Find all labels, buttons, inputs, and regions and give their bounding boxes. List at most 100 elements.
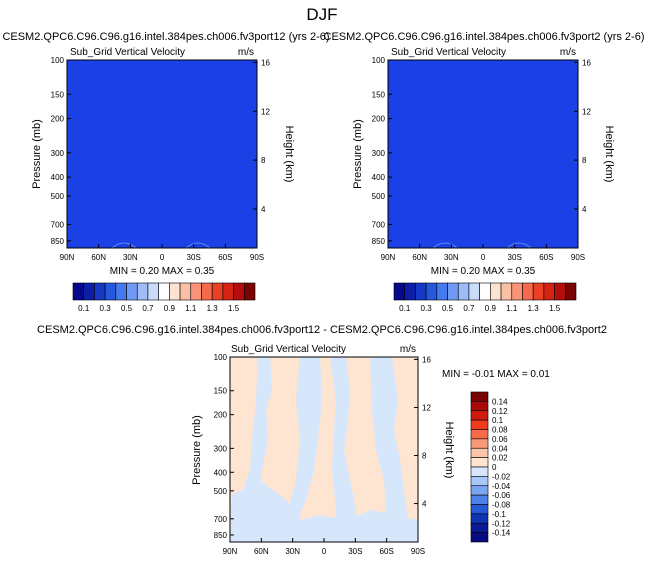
panel-3-y2label: Height (km) [443, 422, 455, 479]
panel-2-ytick-label: 850 [372, 237, 386, 246]
panel-2-colorbar-label: 0.9 [485, 304, 497, 313]
panel-3-colorbar-label: -0.04 [492, 482, 511, 491]
panel-1-ytick-label: 300 [51, 149, 65, 158]
panel-1-colorbar-swatch [179, 282, 192, 301]
panel-3-ytick-label: 700 [214, 515, 228, 524]
panel-1-colorbar-label: 0.7 [142, 304, 154, 313]
panel-1-y2tick-label: 4 [261, 205, 266, 214]
panel-1-colorbar-swatch [169, 282, 181, 301]
panel-3-colorbar-swatch [470, 457, 489, 468]
panel-1-y2tick-label: 16 [261, 58, 270, 67]
panel-1-xtick-label: 60S [218, 253, 232, 262]
panel-3-colorbar-swatch [470, 466, 489, 477]
panel-3-colorbar-swatch [470, 447, 489, 458]
panel-2-colorbar-swatch [404, 282, 416, 301]
panel-3-ytick-label: 400 [214, 468, 228, 477]
panel-3-ytick-label: 100 [214, 353, 228, 362]
panel-1-colorbar-label: 0.5 [121, 304, 133, 313]
panel-3-y2tick-label: 12 [422, 403, 431, 412]
panel-1-colorbar-label: 0.3 [100, 304, 112, 313]
panel-1-y2tick-label: 8 [261, 156, 266, 165]
panel-3-colorbar-swatch [470, 504, 489, 515]
panel-3-colorbar-swatch [470, 532, 489, 543]
panel-1-colorbar-swatch [201, 282, 213, 301]
panel-2-stats: MIN = 0.20 MAX = 0.35 [431, 266, 536, 277]
panel-1-colorbar-swatch [94, 282, 106, 301]
panel-2-colorbar-label: 1.5 [549, 304, 561, 313]
panel-1-contour [111, 242, 211, 249]
panel-2-xtick-label: 30S [508, 253, 522, 262]
panel-1-subtitle: Sub_Grid Vertical Velocity [70, 47, 185, 58]
panel-3-colorbar-label: -0.12 [492, 519, 511, 528]
panel-3-xtick-label: 60N [254, 547, 269, 556]
panel-1-colorbar-label: 0.1 [78, 304, 90, 313]
panel-3-colorbar-label: 0 [492, 463, 497, 472]
panel-1-ytick-label: 850 [51, 237, 65, 246]
panel-3-ytick-label: 850 [214, 531, 228, 540]
panel-2-xtick-label: 90S [571, 253, 585, 262]
panel-2-contour [432, 242, 532, 249]
panel-2-ytick-label: 700 [372, 220, 386, 229]
panel-2-colorbar-swatch [447, 282, 459, 301]
panel-3-colorbar-label: 0.08 [492, 426, 508, 435]
panel-2-colorbar-swatch [554, 282, 566, 301]
panel-1-stats: MIN = 0.20 MAX = 0.35 [110, 266, 215, 277]
panel-3-ylabel: Pressure (mb) [191, 415, 203, 485]
panel-1-colorbar-swatch [126, 282, 138, 301]
panel-2-colorbar-swatch [564, 282, 577, 301]
panel-2-colorbar-swatch [393, 282, 406, 301]
panel-2-colorbar-label: 0.7 [463, 304, 475, 313]
panel-2-xtick-label: 90N [381, 253, 396, 262]
panel-1-title: CESM2.QPC6.C96.C96.g16.intel.384pes.ch00… [2, 31, 329, 43]
panel-1-colorbar-swatch [72, 282, 85, 301]
panel-1-colorbar-label: 1.3 [207, 304, 219, 313]
panel-1-colorbar-swatch [83, 282, 95, 301]
panel-2-colorbar-swatch [415, 282, 427, 301]
panel-3-xtick-label: 30N [285, 547, 300, 556]
panel-1-ytick-label: 150 [51, 90, 65, 99]
panel-3-colorbar-label: -0.02 [492, 472, 511, 481]
panel-3-colorbar-label: -0.1 [492, 510, 506, 519]
panel-2-ytick-label: 500 [372, 192, 386, 201]
panel-1-field [67, 60, 257, 248]
panel-2: CESM2.QPC6.C96.C96.g16.intel.384pes.ch00… [324, 31, 645, 313]
panel-1-colorbar-swatch [243, 282, 256, 301]
panel-2-ylabel: Pressure (mb) [352, 119, 364, 189]
panel-2-colorbar-swatch [522, 282, 534, 301]
panel-2-colorbar-swatch [532, 282, 545, 301]
panel-3-colorbar-label: -0.14 [492, 529, 511, 538]
panel-2-subtitle: Sub_Grid Vertical Velocity [391, 47, 506, 58]
panel-3-colorbar-swatch [470, 513, 489, 524]
panel-2-field [388, 60, 578, 248]
panel-1: CESM2.QPC6.C96.C96.g16.intel.384pes.ch00… [2, 31, 329, 313]
panel-3-colorbar-label: 0.12 [492, 407, 508, 416]
panel-1-colorbar-swatch [115, 282, 127, 301]
panel-1-colorbar-swatch [211, 282, 224, 301]
panel-3-colorbar-swatch [470, 410, 489, 421]
panel-2-y2tick-label: 8 [582, 156, 587, 165]
panel-3-xtick-label: 30S [348, 547, 362, 556]
panel-2-xtick-label: 60N [412, 253, 427, 262]
panel-3-title: CESM2.QPC6.C96.C96.g16.intel.384pes.ch00… [37, 324, 607, 336]
panel-2-colorbar-label: 0.5 [442, 304, 454, 313]
panel-2-y2tick-label: 16 [582, 58, 591, 67]
panel-3-stats: MIN = -0.01 MAX = 0.01 [442, 369, 550, 380]
panel-2-colorbar-swatch [479, 282, 491, 301]
panel-3-colorbar-swatch [470, 419, 489, 430]
panel-1-colorbar-swatch [158, 282, 170, 301]
panel-1-colorbar-swatch [136, 282, 149, 301]
panel-1-xtick-label: 90S [250, 253, 264, 262]
panel-3-xtick-label: 60S [380, 547, 394, 556]
panel-1-ytick-label: 200 [51, 115, 65, 124]
panel-3-xtick-label: 0 [322, 547, 327, 556]
panel-1-xtick-label: 60N [91, 253, 106, 262]
panel-1-y2label: Height (km) [283, 126, 295, 183]
panel-1-ytick-label: 700 [51, 220, 65, 229]
panel-2-title: CESM2.QPC6.C96.C96.g16.intel.384pes.ch00… [324, 31, 645, 43]
panel-2-colorbar-label: 0.3 [421, 304, 433, 313]
panel-2-ytick-label: 200 [372, 115, 386, 124]
panel-3-colorbar-swatch [470, 391, 489, 402]
panel-2-xtick-label: 0 [481, 253, 486, 262]
panel-3-colorbar-label: 0.04 [492, 444, 508, 453]
